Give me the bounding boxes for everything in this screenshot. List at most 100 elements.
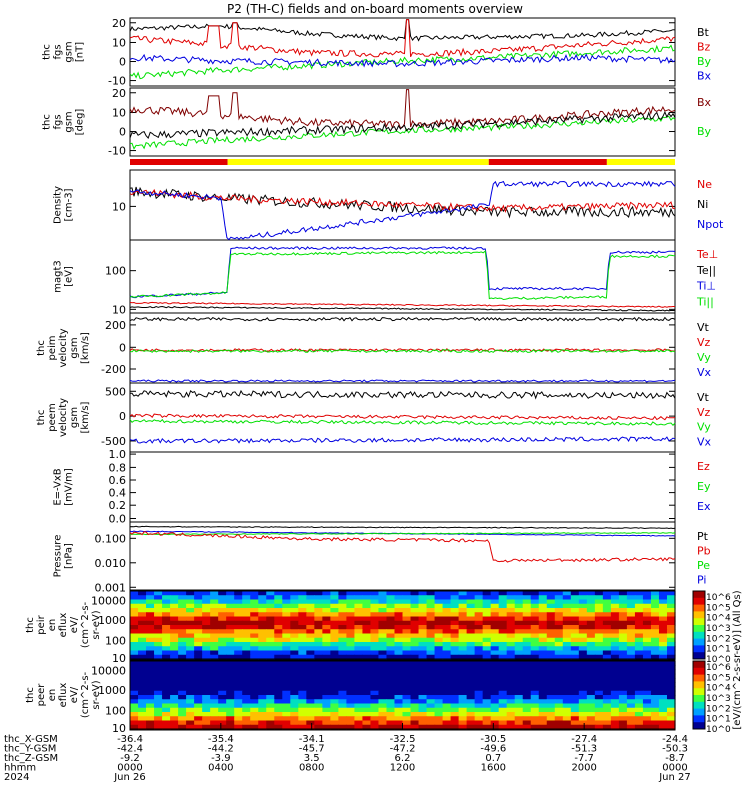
spectrogram-cell xyxy=(210,616,219,622)
spectrogram-cell xyxy=(666,673,676,679)
spectrogram-cell xyxy=(426,678,436,683)
spectrogram-cell xyxy=(554,591,564,596)
spectrogram-cell xyxy=(314,650,323,656)
spectrogram-cell xyxy=(162,699,171,705)
spectrogram-cell xyxy=(434,595,444,601)
spectrogram-cell xyxy=(634,637,644,643)
spectrogram-cell xyxy=(186,669,195,675)
ytick-label-pressure: 0.010 xyxy=(95,557,127,570)
spectrogram-cell xyxy=(162,629,171,635)
spectrogram-cell xyxy=(306,616,315,622)
xaxis-row-label: hhmm xyxy=(4,763,36,774)
spectrogram-cell xyxy=(146,654,155,660)
spectrogram-cell xyxy=(650,695,660,700)
spectrogram-cell xyxy=(482,665,492,671)
spectrogram-cell xyxy=(570,591,580,596)
spectrogram-cell xyxy=(522,595,532,601)
spectrogram-cell xyxy=(210,678,219,683)
spectrogram-cell xyxy=(506,616,516,622)
spectrogram-cell xyxy=(522,686,532,692)
spectrogram-cell xyxy=(530,654,540,660)
spectrogram-cell xyxy=(330,595,339,601)
spectrogram-cell xyxy=(546,620,556,626)
spectrogram-cell xyxy=(554,695,564,700)
spectrogram-cell xyxy=(650,703,660,709)
spectrogram-cell xyxy=(186,682,195,688)
spectrogram-cell xyxy=(538,608,548,613)
spectrogram-cell xyxy=(226,629,235,635)
spectrogram-cell xyxy=(562,712,572,717)
spectrogram-cell xyxy=(210,591,219,596)
spectrogram-cell xyxy=(234,686,243,692)
spectrogram-cell xyxy=(658,699,668,705)
spectrogram-cell xyxy=(570,720,580,726)
spectrogram-cell xyxy=(194,633,203,639)
spectrogram-cell xyxy=(554,595,564,601)
spectrogram-cell xyxy=(498,673,508,679)
spectrogram-cell xyxy=(186,720,195,726)
spectrogram-cell xyxy=(530,629,540,635)
spectrogram-cell xyxy=(650,682,660,688)
spectrogram-cell xyxy=(634,633,644,639)
spectrogram-cell xyxy=(594,695,604,700)
spectrogram-cell xyxy=(394,686,404,692)
spectrogram-cell xyxy=(266,633,275,639)
spectrogram-cell xyxy=(562,612,572,618)
spectrogram-cell xyxy=(290,720,299,726)
spectrogram-cell xyxy=(226,673,235,679)
spectrogram-cell xyxy=(362,608,372,613)
spectrogram-cell xyxy=(226,699,235,705)
spectrogram-cell xyxy=(170,591,179,596)
spectrogram-cell xyxy=(242,720,251,726)
spectrogram-cell xyxy=(370,716,380,722)
legend-ey: Ey xyxy=(697,480,711,493)
spectrogram-cell xyxy=(442,720,452,726)
spectrogram-cell xyxy=(506,612,516,618)
spectrogram-cell xyxy=(434,654,444,660)
spectrogram-cell xyxy=(258,637,267,643)
spectrogram-cell xyxy=(466,673,476,679)
spectrogram-cell xyxy=(202,712,211,717)
spectrogram-cell xyxy=(610,690,620,696)
spectrogram-cell xyxy=(274,629,283,635)
spectrogram-cell xyxy=(642,682,652,688)
spectrogram-cell xyxy=(482,650,492,656)
spectrogram-cell xyxy=(242,612,251,618)
spectrogram-cell xyxy=(250,603,259,609)
spectrogram-cell xyxy=(554,686,564,692)
spectrogram-cell xyxy=(154,633,163,639)
spectrogram-cell xyxy=(170,665,179,671)
spectrogram-cell xyxy=(266,699,275,705)
spectrogram-cell xyxy=(218,695,227,700)
spectrogram-cell xyxy=(426,673,436,679)
spectrogram-cell xyxy=(418,665,428,671)
spectrogram-cell xyxy=(498,661,508,666)
spectrogram-cell xyxy=(474,625,484,630)
spectrogram-cell xyxy=(578,665,588,671)
spectrogram-cell xyxy=(330,591,339,596)
spectrogram-cell xyxy=(618,690,628,696)
spectrogram-cell xyxy=(266,599,275,605)
spectrogram-cell xyxy=(218,595,227,601)
spectrogram-cell xyxy=(338,642,347,647)
spectrogram-cell xyxy=(466,724,476,730)
spectrogram-cell xyxy=(642,642,652,647)
spectrogram-cell xyxy=(402,646,412,652)
spectrogram-cell xyxy=(346,720,356,726)
ytick-label-peir: 10 xyxy=(112,652,126,665)
spectrogram-cell xyxy=(194,673,203,679)
spectrogram-cell xyxy=(202,608,211,613)
spectrogram-cell xyxy=(186,620,195,626)
spectrogram-cell xyxy=(634,625,644,630)
spectrogram-cell xyxy=(306,646,315,652)
spectrogram-cell xyxy=(218,707,227,713)
spectrogram-cell xyxy=(626,716,636,722)
spectrogram-cell xyxy=(250,661,259,666)
spectrogram-cell xyxy=(506,654,516,660)
spectrogram-cell xyxy=(578,673,588,679)
spectrogram-cell xyxy=(506,720,516,726)
spectrogram-cell xyxy=(650,654,660,660)
spectrogram-cell xyxy=(578,616,588,622)
spectrogram-cell xyxy=(586,612,596,618)
